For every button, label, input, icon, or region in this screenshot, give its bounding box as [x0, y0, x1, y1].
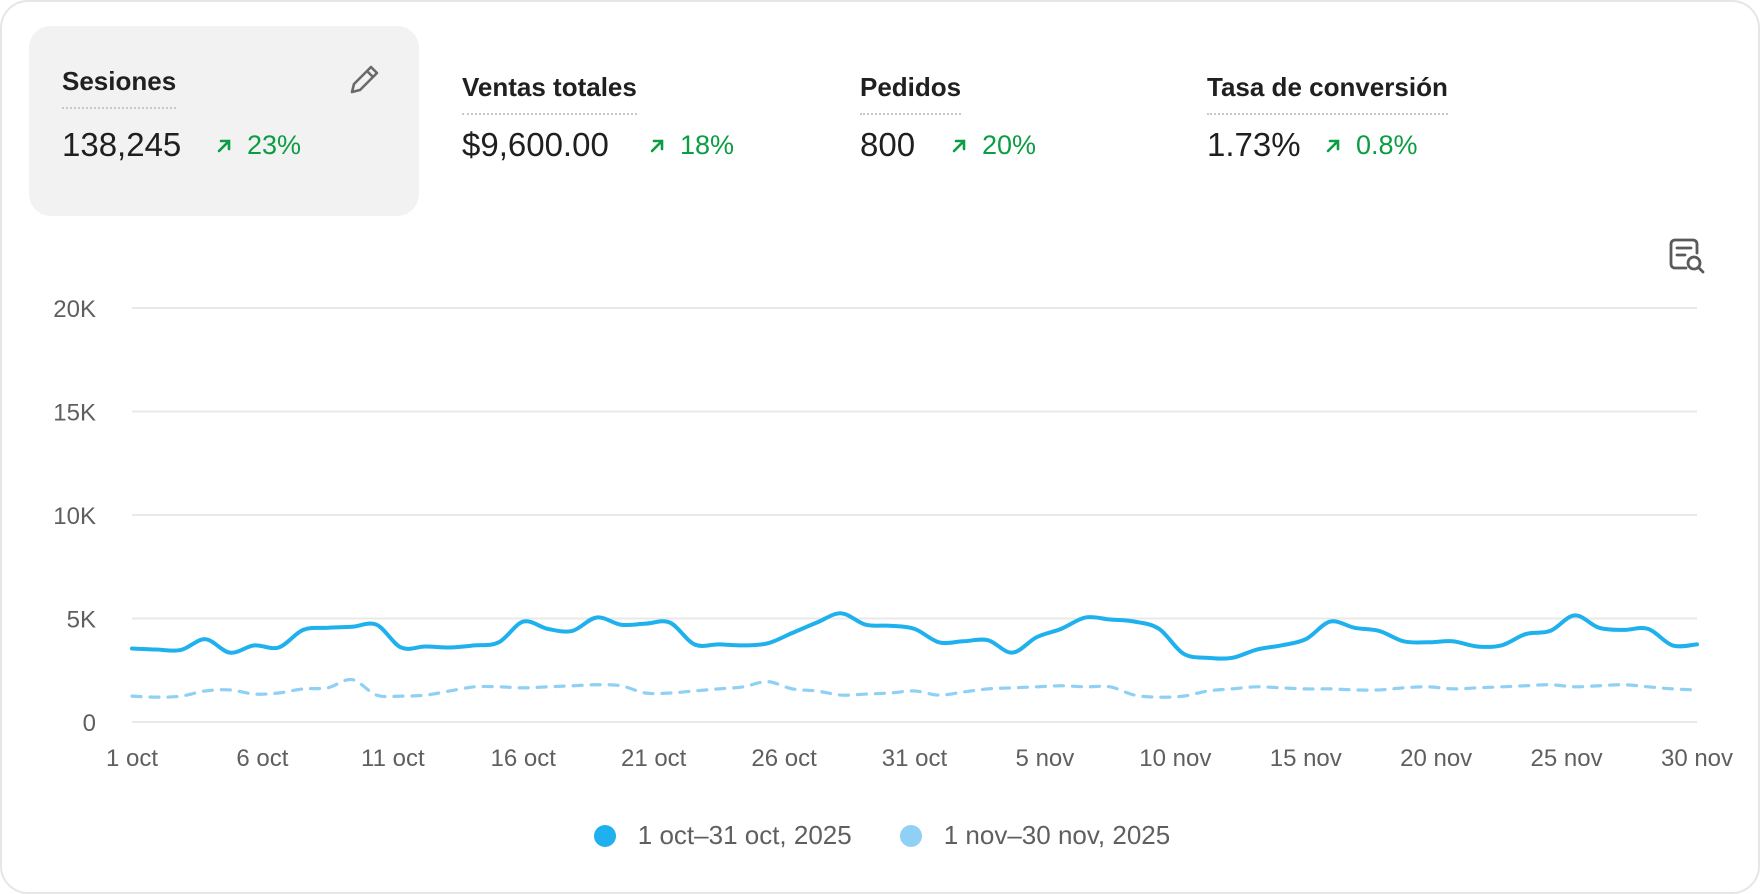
metric-change-value: 20% [982, 130, 1037, 160]
x-tick-label: 26 oct [751, 745, 817, 772]
arrow-up-right-icon [650, 139, 664, 152]
metric-title: Sesiones [62, 66, 177, 109]
y-tick-label: 20K [53, 296, 96, 323]
legend-label: 1 nov–30 nov, 2025 [943, 820, 1171, 850]
metric-change: 20% [950, 130, 1036, 161]
metric-change-value: 0.8% [1356, 130, 1418, 160]
x-tick-label: 21 oct [621, 745, 687, 772]
metric-title: Tasa de conversión [1207, 72, 1448, 115]
legend-item-current-period[interactable]: 1 oct–31 oct, 2025 [593, 820, 852, 851]
y-tick-label: 5K [67, 607, 96, 634]
x-tick-label: 25 nov [1531, 745, 1603, 772]
metric-value: 1.73% [1207, 126, 1301, 163]
metric-conversion-rate[interactable]: Tasa de conversión 1.73% 0.8% [1182, 26, 1582, 216]
arrow-up-right-icon [952, 139, 966, 152]
x-tick-label: 11 oct [361, 745, 425, 772]
legend-swatch [593, 824, 616, 847]
metric-change-value: 18% [680, 130, 735, 160]
x-tick-label: 16 oct [491, 745, 557, 772]
chart-legend: 1 oct–31 oct, 2025 1 nov–30 nov, 2025 [2, 820, 1760, 851]
y-tick-label: 15K [53, 400, 96, 427]
series-line-comparison-period[interactable] [130, 677, 1699, 699]
legend-item-comparison-period[interactable]: 1 nov–30 nov, 2025 [899, 820, 1171, 851]
metric-value: 138,245 [62, 126, 182, 163]
sessions-line-chart: 0 5K 10K 15K 20K 1 oct 6 oct 11 oct 16 oct 21 oct… [53, 296, 1733, 772]
metric-title: Pedidos [860, 72, 962, 115]
metric-change: 0.8% [1324, 130, 1418, 161]
report-search-icon [1669, 238, 1705, 274]
x-tick-label: 10 nov [1139, 745, 1211, 772]
metric-total-sales[interactable]: Ventas totales $9,600.00 18% [432, 26, 802, 216]
arrow-up-right-icon [1326, 139, 1340, 152]
x-tick-label: 20 nov [1400, 745, 1472, 772]
metric-value: 800 [860, 126, 916, 163]
metric-change: 18% [648, 130, 734, 161]
series-line-current-period[interactable] [130, 611, 1699, 661]
metric-orders[interactable]: Pedidos 800 20% [832, 26, 1162, 216]
pencil-icon [350, 65, 379, 94]
x-tick-label: 30 nov [1661, 745, 1733, 772]
metric-value: $9,600.00 [462, 126, 609, 163]
x-tick-label: 1 oct [106, 745, 158, 772]
y-tick-label: 10K [53, 503, 96, 530]
legend-swatch [899, 824, 922, 847]
x-tick-label: 5 nov [1016, 745, 1075, 772]
x-tick-label: 15 nov [1270, 745, 1342, 772]
y-tick-label: 0 [83, 710, 96, 737]
x-tick-label: 31 oct [882, 745, 948, 772]
edit-metric-button[interactable] [342, 58, 386, 102]
x-tick-label: 6 oct [236, 745, 288, 772]
metric-change: 23% [215, 130, 301, 161]
arrow-up-right-icon [217, 139, 231, 152]
metric-title: Ventas totales [462, 72, 637, 115]
metric-change-value: 23% [247, 130, 302, 160]
view-report-button[interactable] [1664, 234, 1708, 278]
legend-label: 1 oct–31 oct, 2025 [637, 820, 852, 850]
metric-sessions[interactable]: Sesiones 138,245 23% [29, 26, 419, 216]
